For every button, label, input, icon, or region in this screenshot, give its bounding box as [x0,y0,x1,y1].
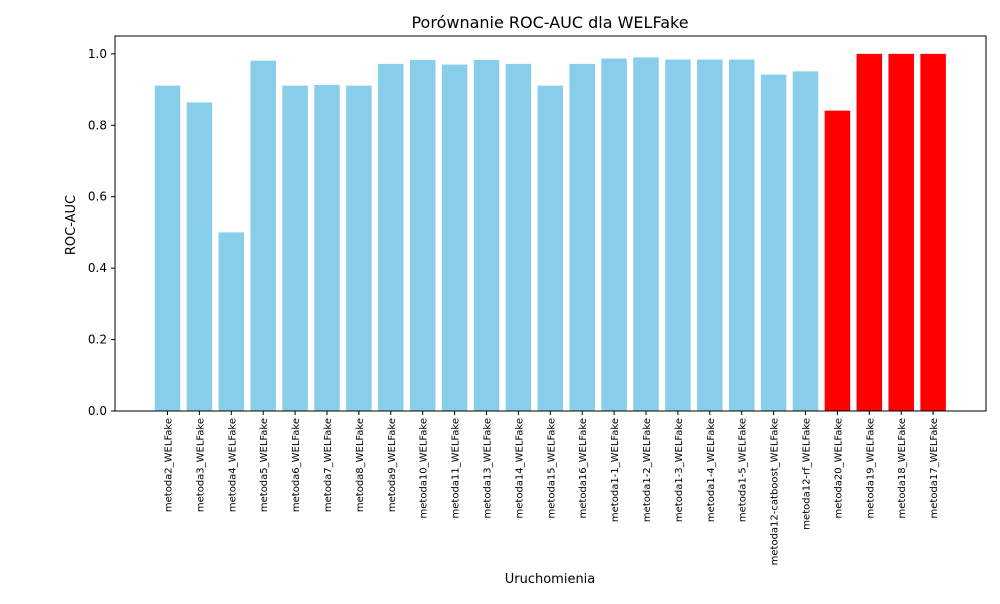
bar-metoda4_WELFake [218,232,245,411]
x-tick-label: metoda20_WELFake [833,418,844,518]
bar-metoda19_WELFake [856,53,883,412]
y-tick-label: 0.6 [88,190,107,204]
bar-metoda5_WELFake [250,60,276,411]
bar-metoda6_WELFake [282,85,308,411]
x-tick-label: metoda8_WELFake [355,418,366,512]
x-tick-label: metoda3_WELFake [195,418,206,512]
chart-title: Porównanie ROC-AUC dla WELFake [411,13,688,32]
bar-metoda11_WELFake [441,64,468,411]
bar-metoda9_WELFake [378,63,404,412]
bar-metoda8_WELFake [346,85,372,411]
bar-metoda14_WELFake [505,63,532,412]
x-tick-label: metoda12-catboost_WELFake [770,418,781,565]
bars-group [154,53,946,412]
bar-metoda20_WELFake [824,110,851,411]
bar-metoda1-2_WELFake [633,57,659,412]
x-tick-label: metoda12-rf_WELFake [802,418,813,530]
x-tick-label: metoda9_WELFake [387,418,398,512]
x-tick-label: metoda7_WELFake [323,418,334,512]
x-tick-label: metoda17_WELFake [929,418,940,518]
x-axis-label: Uruchomienia [505,572,596,587]
bar-metoda10_WELFake [409,59,436,412]
bar-metoda2_WELFake [154,85,181,411]
y-axis-label: ROC-AUC [64,195,79,255]
x-tick-label: metoda11_WELFake [451,418,462,518]
x-tick-label: metoda10_WELFake [419,418,430,518]
bar-metoda1-4_WELFake [697,59,723,411]
y-tick-label: 0.2 [88,333,107,347]
x-tick-label: metoda2_WELFake [164,418,175,512]
x-tick-label: metoda4_WELFake [227,418,238,512]
x-tick-label: metoda15_WELFake [546,418,557,518]
x-tick-label: metoda1-3_WELFake [674,418,685,522]
bar-metoda15_WELFake [537,85,564,411]
x-tick-label: metoda19_WELFake [865,418,876,518]
bar-metoda16_WELFake [569,63,595,412]
y-tick-label: 0.0 [88,404,107,418]
bar-metoda13_WELFake [473,59,500,412]
y-tick-label: 1.0 [88,47,107,61]
bar-metoda1-1_WELFake [601,58,627,411]
bar-metoda1-5_WELFake [728,59,755,411]
bar-metoda12-rf_WELFake [792,71,819,412]
y-tick-label: 0.4 [88,261,107,275]
bar-metoda18_WELFake [888,53,914,412]
bar-metoda1-3_WELFake [665,59,691,411]
x-tick-label: metoda16_WELFake [578,418,589,518]
x-tick-label: metoda1-5_WELFake [738,418,749,522]
x-tick-label: metoda6_WELFake [291,418,302,512]
x-tick-label: metoda1-2_WELFake [642,418,653,522]
bar-metoda12-catboost_WELFake [760,74,787,411]
bar-metoda7_WELFake [314,84,340,412]
x-tick-label: metoda1-1_WELFake [610,418,621,522]
y-ticks-group: 0.0 0.2 0.4 0.6 0.8 1.0 [88,47,115,418]
y-tick-label: 0.8 [88,118,107,132]
x-tick-label: metoda1-4_WELFake [706,418,717,522]
plot-frame [114,35,987,412]
x-tick-label: metoda13_WELFake [483,418,494,518]
bar-metoda17_WELFake [920,53,946,412]
bar-metoda3_WELFake [186,102,213,412]
x-ticks-group: metoda2_WELFake metoda3_WELFake metoda4_WE… [164,411,940,565]
x-tick-label: metoda18_WELFake [897,418,908,518]
x-tick-label: metoda14_WELFake [514,418,525,518]
x-tick-label: metoda5_WELFake [259,418,270,512]
